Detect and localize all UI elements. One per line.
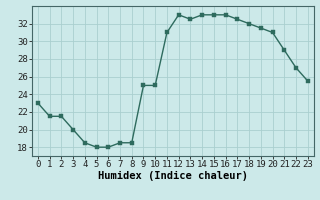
X-axis label: Humidex (Indice chaleur): Humidex (Indice chaleur) <box>98 171 248 181</box>
